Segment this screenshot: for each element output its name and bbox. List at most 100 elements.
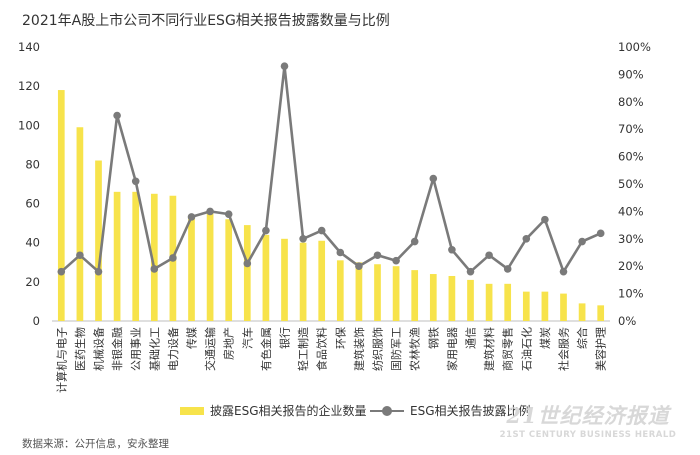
x-tick-label: 机械设备: [92, 327, 106, 371]
y-left-tick-label: 80: [25, 157, 40, 171]
bar: [411, 270, 419, 321]
x-tick-label: 基础化工: [147, 327, 161, 371]
bar: [392, 266, 400, 321]
bar: [318, 240, 326, 321]
bar: [95, 160, 102, 321]
x-tick-label: 商贸零售: [501, 327, 515, 371]
x-tick-label: 家用电器: [445, 327, 459, 371]
line-point: [541, 215, 549, 224]
bar: [281, 238, 288, 321]
line-point: [113, 111, 121, 120]
line-point: [392, 256, 400, 265]
x-tick-label: 社会服务: [557, 327, 571, 371]
line-point: [578, 237, 586, 246]
legend-bar-item: 披露ESG相关报告的企业数量: [180, 402, 367, 419]
x-tick-label: 有色金属: [259, 327, 273, 371]
y-left-tick-label: 120: [18, 79, 40, 93]
x-tick-label: 建筑装饰: [352, 327, 366, 371]
line-point: [448, 245, 456, 254]
y-right-tick-label: 40%: [618, 204, 644, 218]
bar: [578, 303, 586, 321]
x-tick-label: 综合: [575, 327, 589, 349]
y-left-tick-label: 40: [25, 236, 40, 250]
y-right-tick-label: 50%: [618, 177, 644, 191]
y-left-tick-label: 60: [25, 197, 40, 211]
bar: [429, 274, 437, 321]
line-point: [224, 210, 233, 218]
bar: [76, 127, 84, 321]
y-right-tick-label: 20%: [618, 259, 644, 273]
bar: [467, 279, 474, 321]
watermark-cn: 21世纪经济报道: [506, 403, 670, 428]
y-right-tick-label: 30%: [618, 232, 644, 246]
bar: [57, 90, 65, 321]
x-tick-label: 钢铁: [427, 327, 440, 349]
y-right-tick-label: 70%: [618, 122, 644, 136]
bar: [150, 193, 158, 321]
legend-line-label: ESG相关报告披露比例: [410, 404, 531, 418]
x-tick-label: 煤炭: [539, 327, 552, 349]
line-point: [57, 267, 66, 276]
x-tick-label: 银行: [278, 327, 292, 349]
y-left-tick-label: 140: [18, 40, 40, 54]
bar: [132, 191, 140, 321]
line-point: [243, 259, 252, 268]
x-tick-label: 纺织服饰: [371, 327, 385, 371]
y-left-tick-label: 20: [25, 275, 40, 289]
line-point: [355, 262, 363, 271]
legend-line-swatch: [370, 405, 404, 417]
x-tick-label: 轻工制造: [296, 327, 310, 371]
x-tick-label: 医药生物: [73, 327, 87, 371]
y-left-tick-label: 100: [18, 118, 40, 132]
x-tick-label: 农林牧渔: [408, 327, 422, 371]
line-point: [485, 251, 493, 260]
line-point: [466, 267, 475, 276]
x-tick-label: 建筑材料: [482, 327, 496, 371]
bar: [355, 262, 363, 321]
watermark-en: 21ST CENTURY BUSINESS HERALD: [499, 430, 677, 440]
line-point: [187, 213, 196, 221]
bar: [374, 264, 381, 321]
line-point: [94, 267, 103, 276]
bar: [225, 219, 233, 321]
x-tick-label: 电力设备: [166, 327, 180, 371]
line-point: [336, 248, 345, 257]
y-right-tick-label: 80%: [618, 95, 644, 109]
bar: [243, 225, 251, 321]
y-left-tick-label: 0: [33, 314, 40, 328]
bar: [485, 283, 493, 321]
bar: [560, 293, 567, 321]
x-tick-label: 食品饮料: [315, 327, 329, 371]
line-point: [373, 251, 382, 260]
bar: [262, 234, 270, 321]
y-right-tick-label: 60%: [618, 150, 644, 164]
line-point: [280, 62, 289, 70]
line-point: [150, 265, 159, 273]
line-point: [206, 207, 214, 216]
x-tick-label: 美容护理: [594, 327, 608, 371]
bar: [448, 275, 456, 321]
x-tick-label: 通信: [465, 327, 478, 349]
x-tick-label: 汽车: [240, 327, 254, 349]
bar: [336, 260, 344, 321]
x-tick-label: 传媒: [186, 327, 199, 349]
bar: [206, 213, 214, 321]
y-right-tick-label: 100%: [618, 40, 651, 54]
bar: [504, 283, 512, 321]
x-tick-label: 公用事业: [130, 327, 143, 371]
bar: [597, 305, 605, 321]
bar: [113, 191, 121, 321]
x-tick-label: 非银金融: [110, 327, 124, 371]
line-point: [169, 254, 177, 262]
bar: [299, 242, 307, 321]
bar: [541, 291, 549, 321]
x-tick-label: 计算机与电子: [54, 327, 68, 393]
y-right-tick-label: 0%: [618, 314, 636, 328]
y-right-tick-label: 90%: [618, 67, 644, 81]
line-point: [429, 174, 438, 183]
line-point: [299, 235, 307, 243]
x-tick-label: 石油石化: [519, 327, 533, 371]
x-tick-label: 交通运输: [203, 327, 217, 371]
x-tick-label: 环保: [333, 327, 347, 349]
